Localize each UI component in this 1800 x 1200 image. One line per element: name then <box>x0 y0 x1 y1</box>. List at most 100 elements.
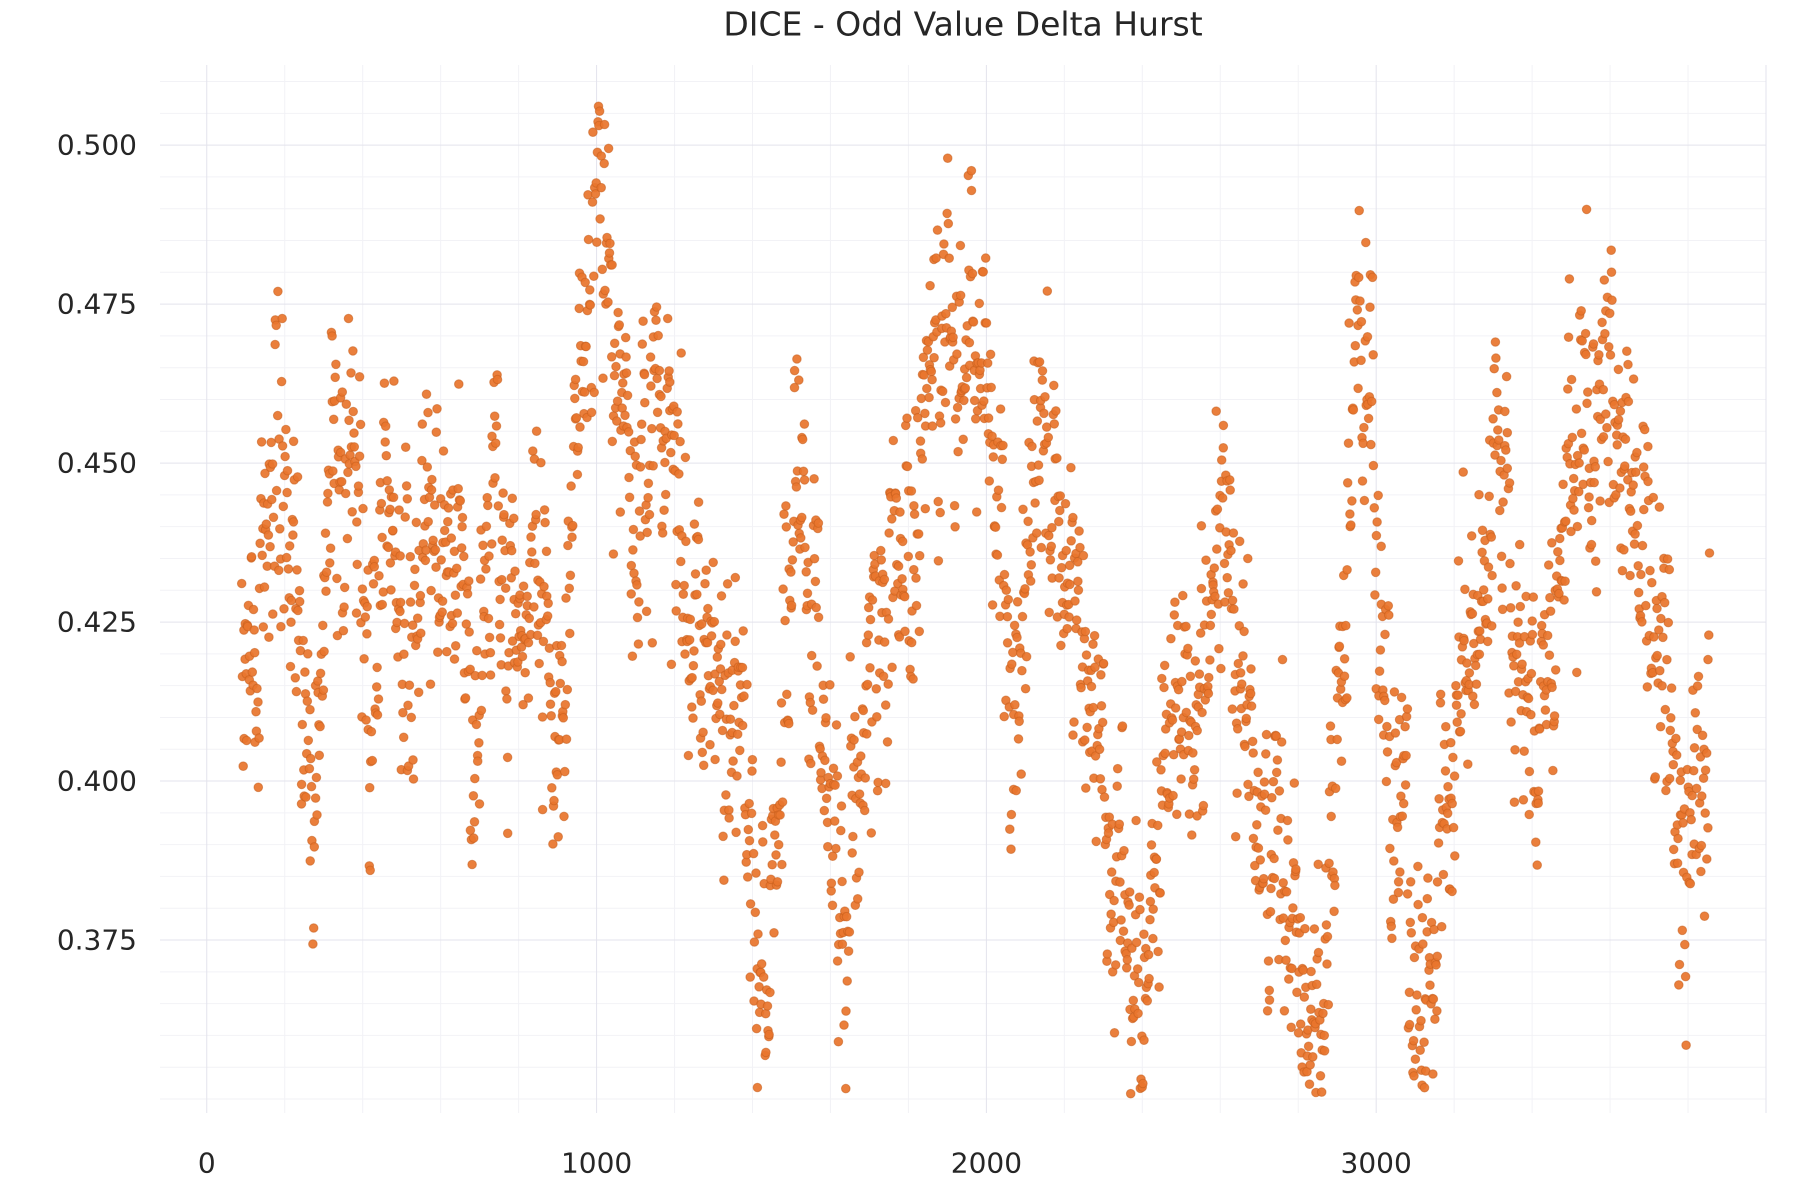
data-point <box>401 481 412 491</box>
data-point <box>1639 424 1650 435</box>
data-point <box>282 487 292 498</box>
data-point <box>427 474 437 485</box>
data-point <box>429 500 440 510</box>
data-point <box>312 810 322 820</box>
data-point <box>1225 475 1235 485</box>
data-point <box>286 595 297 606</box>
data-point <box>1432 951 1443 962</box>
data-point <box>1064 560 1075 571</box>
data-point <box>1470 660 1481 671</box>
data-point <box>538 636 549 647</box>
data-point <box>325 543 336 554</box>
data-point <box>328 414 339 425</box>
data-point <box>537 804 548 815</box>
data-point <box>575 422 585 432</box>
data-point <box>648 461 659 471</box>
data-point <box>618 378 628 388</box>
data-point <box>530 558 540 569</box>
data-point <box>500 583 511 594</box>
data-point <box>914 626 925 637</box>
data-point <box>403 700 413 711</box>
data-point <box>942 153 953 163</box>
data-point <box>1607 295 1617 306</box>
data-point <box>753 929 763 939</box>
data-point <box>1346 520 1356 530</box>
data-point <box>1030 498 1040 508</box>
data-point <box>1497 604 1508 615</box>
data-point <box>1176 774 1186 784</box>
data-point <box>462 589 473 599</box>
data-point <box>524 613 535 624</box>
data-point <box>924 392 934 403</box>
data-point <box>388 492 399 503</box>
data-point <box>999 711 1010 722</box>
data-point <box>394 505 404 515</box>
data-point <box>264 632 274 643</box>
data-point <box>1316 1087 1327 1097</box>
data-point <box>773 839 784 850</box>
data-point <box>377 532 387 543</box>
data-point <box>478 540 488 551</box>
data-point <box>820 755 830 766</box>
data-point <box>1313 859 1323 870</box>
data-point <box>531 509 541 520</box>
data-point <box>685 614 696 625</box>
data-point <box>1497 583 1507 593</box>
data-point <box>1576 306 1586 316</box>
data-point <box>366 726 377 737</box>
data-point <box>652 373 662 384</box>
data-point <box>595 214 605 224</box>
data-point <box>1094 744 1105 755</box>
data-point <box>373 694 384 704</box>
data-point <box>1110 960 1121 970</box>
data-point <box>449 654 460 664</box>
scatter-points <box>236 101 1715 1099</box>
data-point <box>1397 811 1408 822</box>
data-point <box>1517 659 1527 670</box>
data-point <box>750 907 761 918</box>
data-point <box>1615 483 1625 493</box>
data-point <box>314 750 325 761</box>
data-point <box>509 513 519 524</box>
data-point <box>1230 831 1241 842</box>
data-point <box>671 579 681 590</box>
data-point <box>1629 539 1640 549</box>
data-point <box>1323 999 1334 1010</box>
data-point <box>1082 722 1092 733</box>
data-point <box>1385 843 1395 854</box>
data-point <box>1170 703 1181 713</box>
data-point <box>1438 869 1449 880</box>
data-point <box>417 419 428 429</box>
data-point <box>831 720 842 730</box>
data-point <box>1589 477 1599 488</box>
data-point <box>737 720 748 731</box>
data-point <box>1133 977 1144 988</box>
data-point <box>1126 1036 1137 1047</box>
data-point <box>1132 964 1143 974</box>
data-point <box>671 606 682 616</box>
data-point <box>628 524 639 535</box>
data-point <box>1014 716 1025 727</box>
data-point <box>1356 316 1367 327</box>
data-point <box>1037 375 1048 385</box>
data-point <box>1698 773 1709 784</box>
data-point <box>1303 1041 1314 1052</box>
data-point <box>1168 749 1179 760</box>
data-point <box>1501 445 1511 455</box>
data-point <box>1657 681 1667 691</box>
data-point <box>669 430 680 441</box>
data-point <box>953 446 963 457</box>
data-point <box>724 805 734 815</box>
data-point <box>340 488 351 499</box>
data-point <box>1654 625 1664 635</box>
data-point <box>832 956 843 966</box>
data-point <box>318 685 329 695</box>
data-point <box>1261 749 1271 759</box>
data-point <box>1668 759 1679 770</box>
data-point <box>337 387 348 397</box>
data-point <box>578 356 589 367</box>
data-point <box>780 615 790 626</box>
data-point <box>568 520 578 531</box>
data-point <box>579 387 590 397</box>
